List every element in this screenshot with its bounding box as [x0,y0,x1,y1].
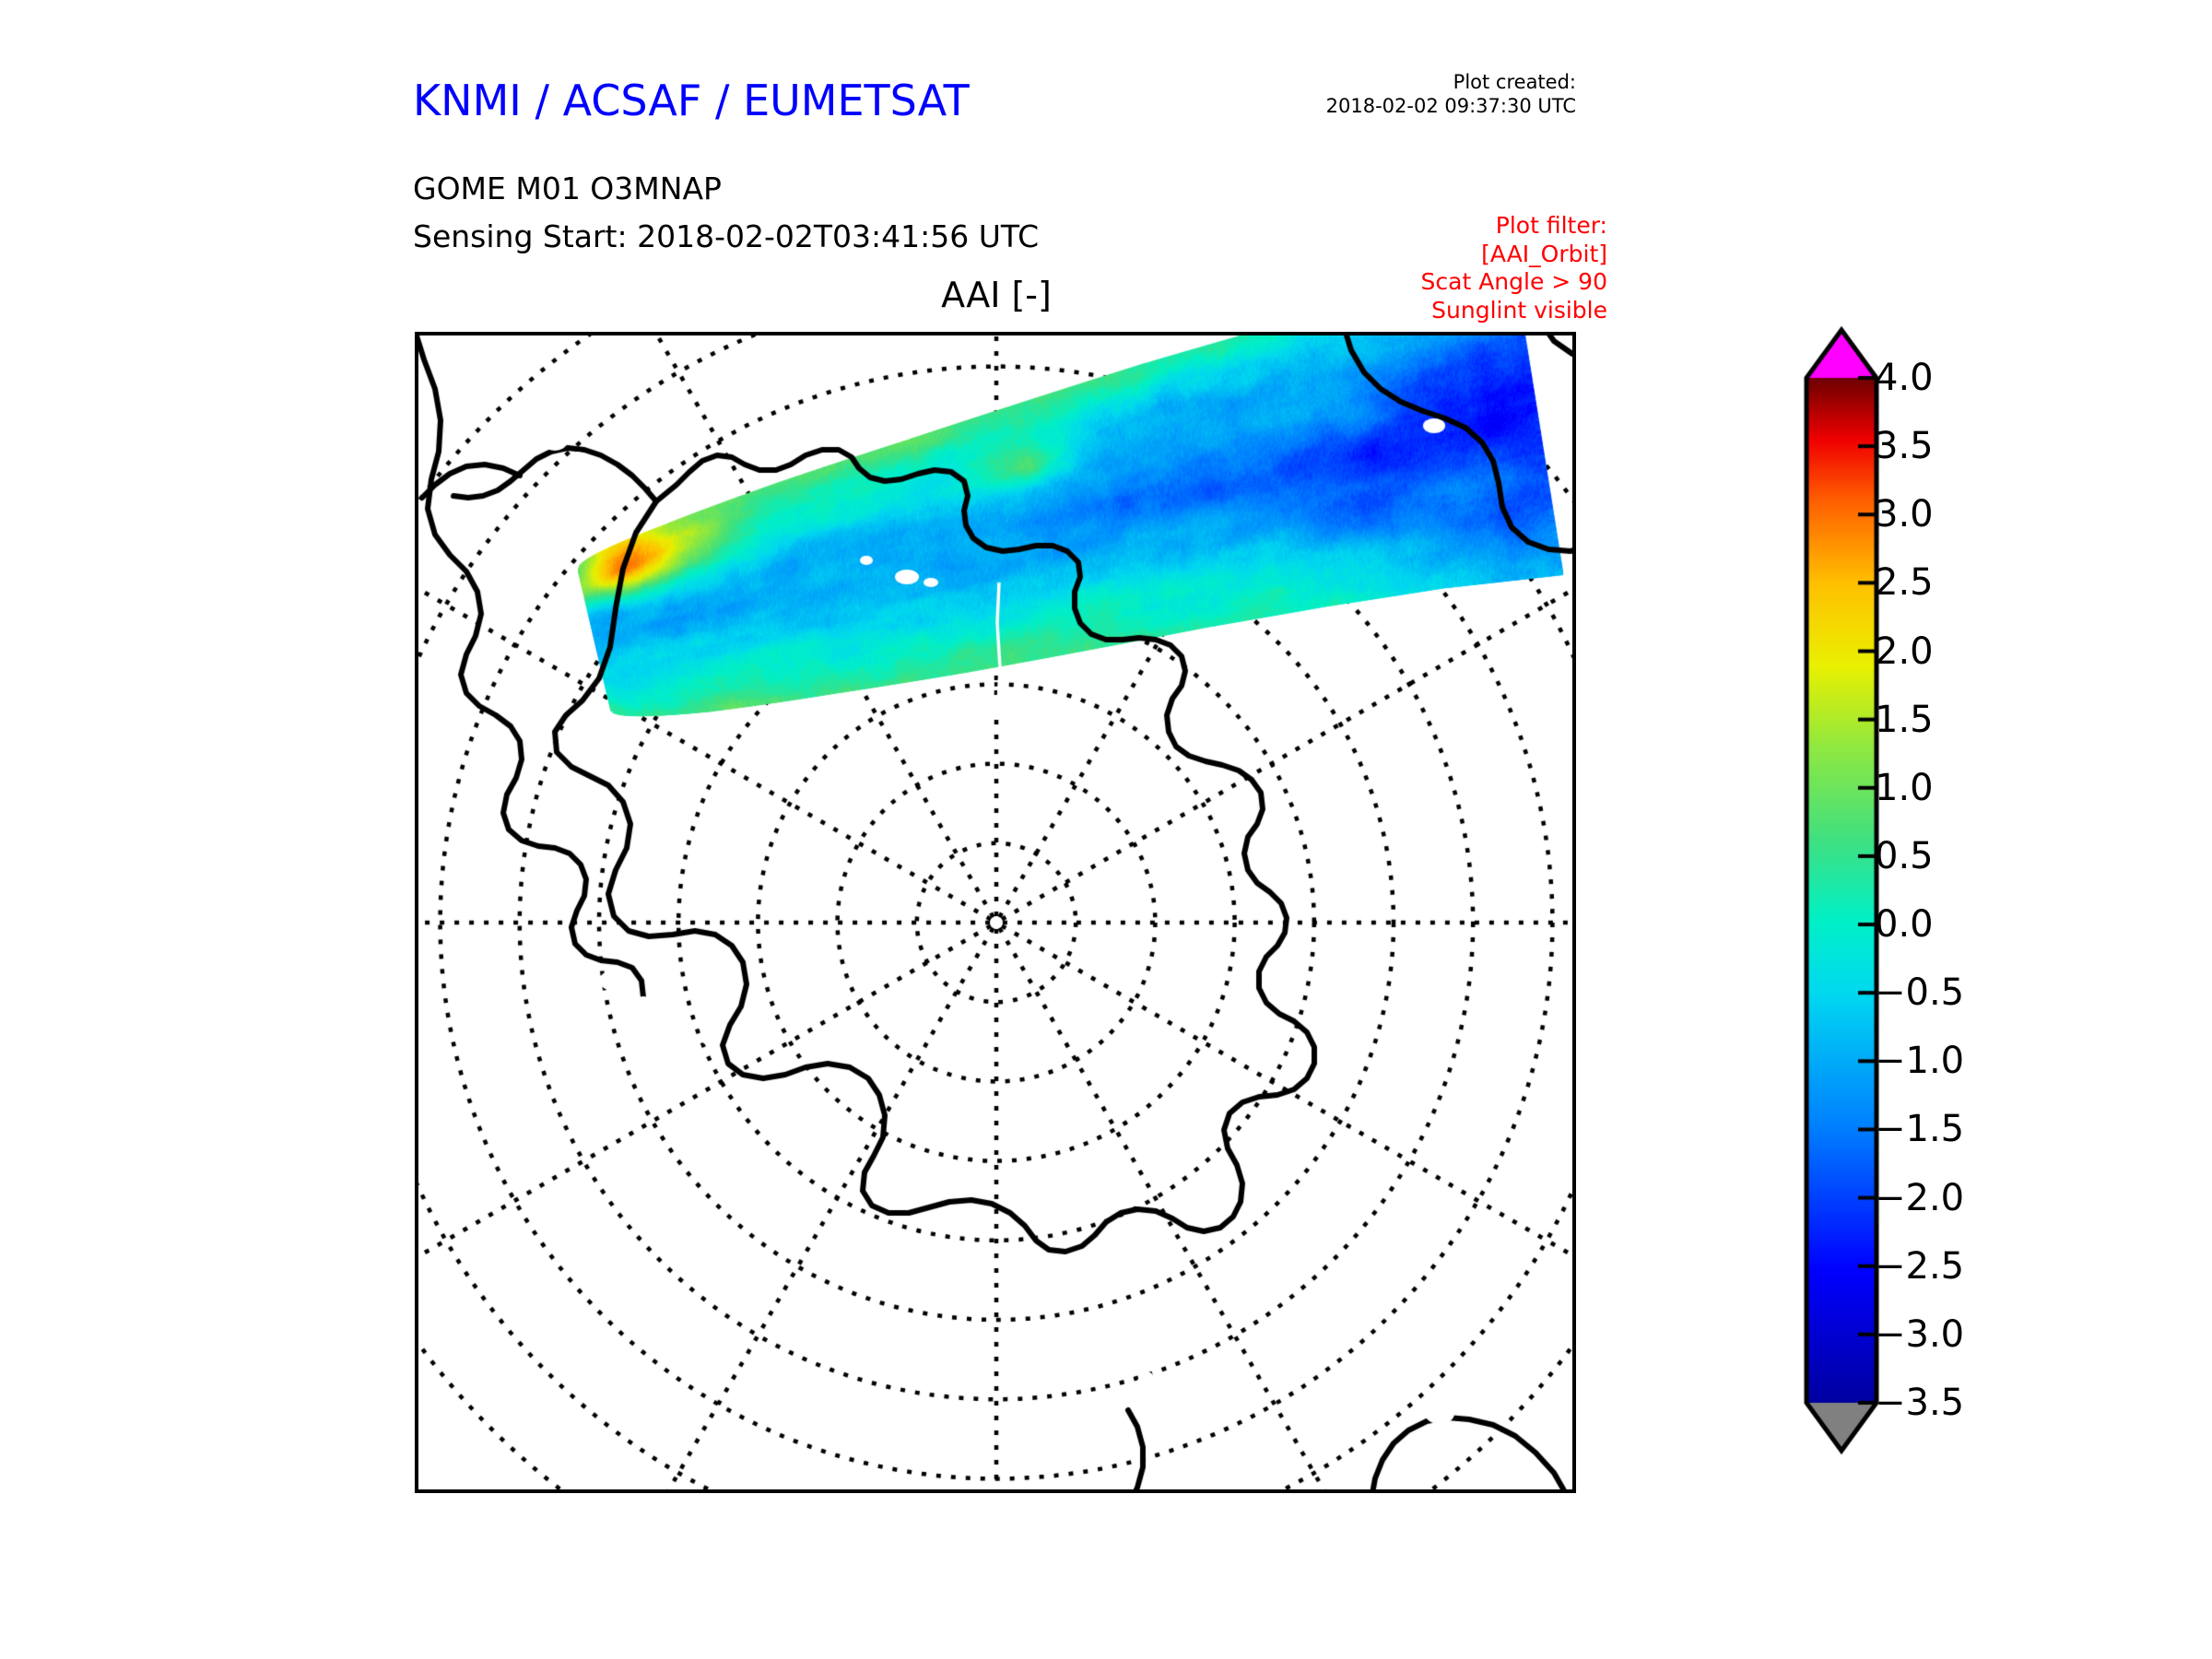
colorbar-tick-3: 2.5 [1875,561,1934,605]
colorbar-tick-12: −2.0 [1875,1176,1965,1219]
plot-filter-line-2: Sunglint visible [1431,296,1607,324]
colorbar-tick-14: −3.0 [1875,1312,1965,1356]
colorbar-gradient [1786,324,1897,1523]
colorbar-tick-4: 2.0 [1875,629,1934,673]
product-line: GOME M01 O3MNAP [413,171,722,206]
colorbar-tick-13: −2.5 [1875,1244,1965,1288]
colorbar-tick-15: −3.5 [1875,1382,1965,1424]
colorbar-tick-10: −1.0 [1875,1040,1965,1083]
plot-created-block: Plot created: 2018-02-02 09:37:30 UTC [1326,70,1576,119]
colorbar-tick-8: 0.0 [1875,903,1934,947]
plot-created-timestamp: 2018-02-02 09:37:30 UTC [1325,95,1576,118]
colorbar-tick-1: 3.5 [1875,425,1934,468]
colorbar-tick-2: 3.0 [1875,493,1934,536]
plot-filter-block: Plot filter: [AAI_Orbit] Scat Angle > 90… [1421,212,1607,324]
map-title: AAI [-] [941,275,1052,315]
colorbar-tick-0: 4.0 [1875,357,1934,399]
colorbar-tick-6: 1.0 [1875,766,1934,809]
plot-filter-line-0: [AAI_Orbit] [1481,240,1607,267]
colorbar-tick-7: 0.5 [1875,834,1934,877]
plot-filter-title: Plot filter: [1495,212,1607,239]
colorbar: 4.0 3.5 3.0 2.5 2.0 1.5 1.0 0.5 0.0 −0.5 −1.0 −1.5 −… [1786,324,2173,1523]
plot-created-label: Plot created: [1453,71,1576,93]
colorbar-tick-5: 1.5 [1875,698,1934,741]
map-plot-frame [415,332,1576,1493]
colorbar-tick-9: −0.5 [1875,971,1965,1015]
sensing-start-line: Sensing Start: 2018-02-02T03:41:56 UTC [413,218,1040,254]
colorbar-tick-11: −1.5 [1875,1108,1965,1151]
map-canvas [418,335,1572,1489]
plot-filter-line-1: Scat Angle > 90 [1420,268,1607,295]
organisation-title: KNMI / ACSAF / EUMETSAT [413,76,970,125]
